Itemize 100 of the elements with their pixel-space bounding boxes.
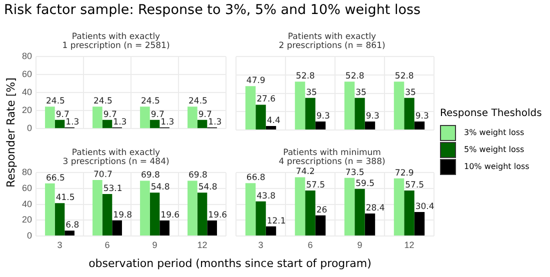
- data-label: 41.5: [56, 193, 75, 204]
- bar: [394, 178, 404, 236]
- y-tick-label: 0: [26, 230, 32, 240]
- bar: [64, 230, 74, 236]
- chart-subtitle: Patients with exactly 1 prescription (n = 2581): [62, 32, 170, 52]
- data-label: 24.5: [46, 96, 65, 107]
- y-tick-label: 40: [22, 87, 32, 98]
- data-label: 69.8: [141, 170, 160, 181]
- data-label: 28.4: [366, 203, 385, 214]
- data-label: 52.8: [394, 72, 414, 82]
- x-tick-label: 6: [308, 240, 313, 250]
- bar: [112, 220, 122, 236]
- x-tick-label: 12: [197, 240, 208, 250]
- bar: [54, 203, 65, 236]
- data-label: 69.8: [188, 170, 208, 181]
- chart-subtitle: Patients with minimum 4 prescriptions (n = 388): [278, 148, 386, 168]
- bar: [140, 106, 150, 128]
- bar: [207, 220, 217, 236]
- y-tick-label: 40: [22, 198, 32, 209]
- bar: [197, 192, 208, 236]
- bar: [256, 104, 266, 130]
- data-label: 9.3: [366, 111, 380, 122]
- bar: [245, 183, 256, 236]
- legend-label: 3% weight loss: [464, 128, 524, 137]
- bar: [394, 82, 404, 130]
- bar: [150, 192, 160, 236]
- data-label: 6.8: [66, 220, 80, 231]
- data-label: 43.8: [256, 191, 276, 202]
- bar: [54, 120, 65, 128]
- chart-title: Risk factor sample: Response to 3%, 5% and 10% weight loss: [4, 2, 421, 18]
- data-label: 54.8: [150, 182, 170, 193]
- data-label: 9.3: [316, 111, 330, 122]
- bar: [315, 215, 326, 236]
- data-label: 52.8: [345, 72, 364, 82]
- y-tick-label: 20: [22, 214, 32, 225]
- bar: [404, 190, 414, 236]
- bar: [160, 220, 170, 236]
- data-label: 9.3: [415, 111, 429, 122]
- data-label: 27.6: [256, 94, 276, 105]
- x-tick-label: 6: [104, 240, 110, 250]
- legend-label: 10% weight loss: [464, 162, 530, 171]
- data-label: 19.6: [208, 210, 228, 220]
- legend-label: 5% weight loss: [464, 145, 524, 154]
- bar: [150, 120, 160, 128]
- bar: [294, 82, 306, 130]
- bar: [344, 82, 355, 130]
- bar: [364, 214, 376, 236]
- data-label: 1.3: [208, 117, 222, 128]
- x-tick-label: 3: [258, 240, 264, 250]
- bar: [92, 106, 102, 128]
- bar: [45, 106, 55, 128]
- y-tick-label: 80: [22, 167, 32, 178]
- bar: [188, 106, 198, 128]
- data-label: 35: [306, 88, 317, 98]
- data-label: 12.1: [266, 216, 286, 226]
- data-label: 52.8: [296, 72, 315, 82]
- y-tick-label: 60: [22, 183, 32, 194]
- data-label: 1.3: [160, 117, 174, 128]
- bar: [414, 212, 425, 236]
- data-label: 57.5: [405, 180, 424, 190]
- data-label: 53.1: [103, 184, 122, 194]
- bar: [92, 180, 102, 236]
- bar: [414, 121, 425, 130]
- data-label: 47.9: [246, 76, 266, 86]
- data-label: 24.5: [141, 96, 160, 107]
- data-label: 19.8: [113, 210, 132, 220]
- bar: [266, 126, 276, 130]
- bar: [102, 120, 112, 128]
- bar: [102, 194, 112, 236]
- data-label: 1.3: [66, 117, 80, 128]
- data-label: 4.4: [266, 116, 280, 126]
- data-label: 66.8: [246, 173, 266, 184]
- data-label: 72.9: [394, 168, 414, 178]
- legend-title: Response Thesholds: [440, 108, 542, 119]
- bar: [354, 188, 365, 236]
- bar: [354, 98, 365, 130]
- data-label: 30.4: [415, 202, 434, 212]
- data-label: 24.5: [94, 96, 112, 107]
- bar: [245, 86, 256, 130]
- data-label: 74.2: [296, 167, 315, 178]
- bar: [305, 98, 316, 130]
- data-label: 57.5: [306, 180, 326, 190]
- bar: [266, 226, 276, 236]
- bar: [344, 178, 355, 236]
- y-tick-label: 60: [22, 69, 32, 80]
- y-tick-label: 20: [22, 105, 32, 116]
- data-label: 35: [405, 88, 416, 98]
- bar: [364, 121, 376, 130]
- chart-subtitle: Patients with exactly 2 prescriptions (n = 861): [278, 32, 386, 52]
- data-label: 54.8: [198, 182, 218, 193]
- data-label: 35: [356, 88, 366, 98]
- y-axis-title: Responder Rate [%]: [4, 76, 18, 190]
- data-label: 19.6: [160, 210, 180, 220]
- data-label: 24.5: [188, 96, 208, 107]
- data-label: 70.7: [94, 170, 112, 180]
- bar: [256, 201, 266, 236]
- chart-subtitle: Patients with exactly 3 prescriptions (n = 484): [62, 148, 170, 168]
- data-label: 73.5: [345, 168, 364, 178]
- data-label: 66.5: [46, 173, 65, 184]
- x-axis-title: observation period (months since start of program): [88, 257, 372, 270]
